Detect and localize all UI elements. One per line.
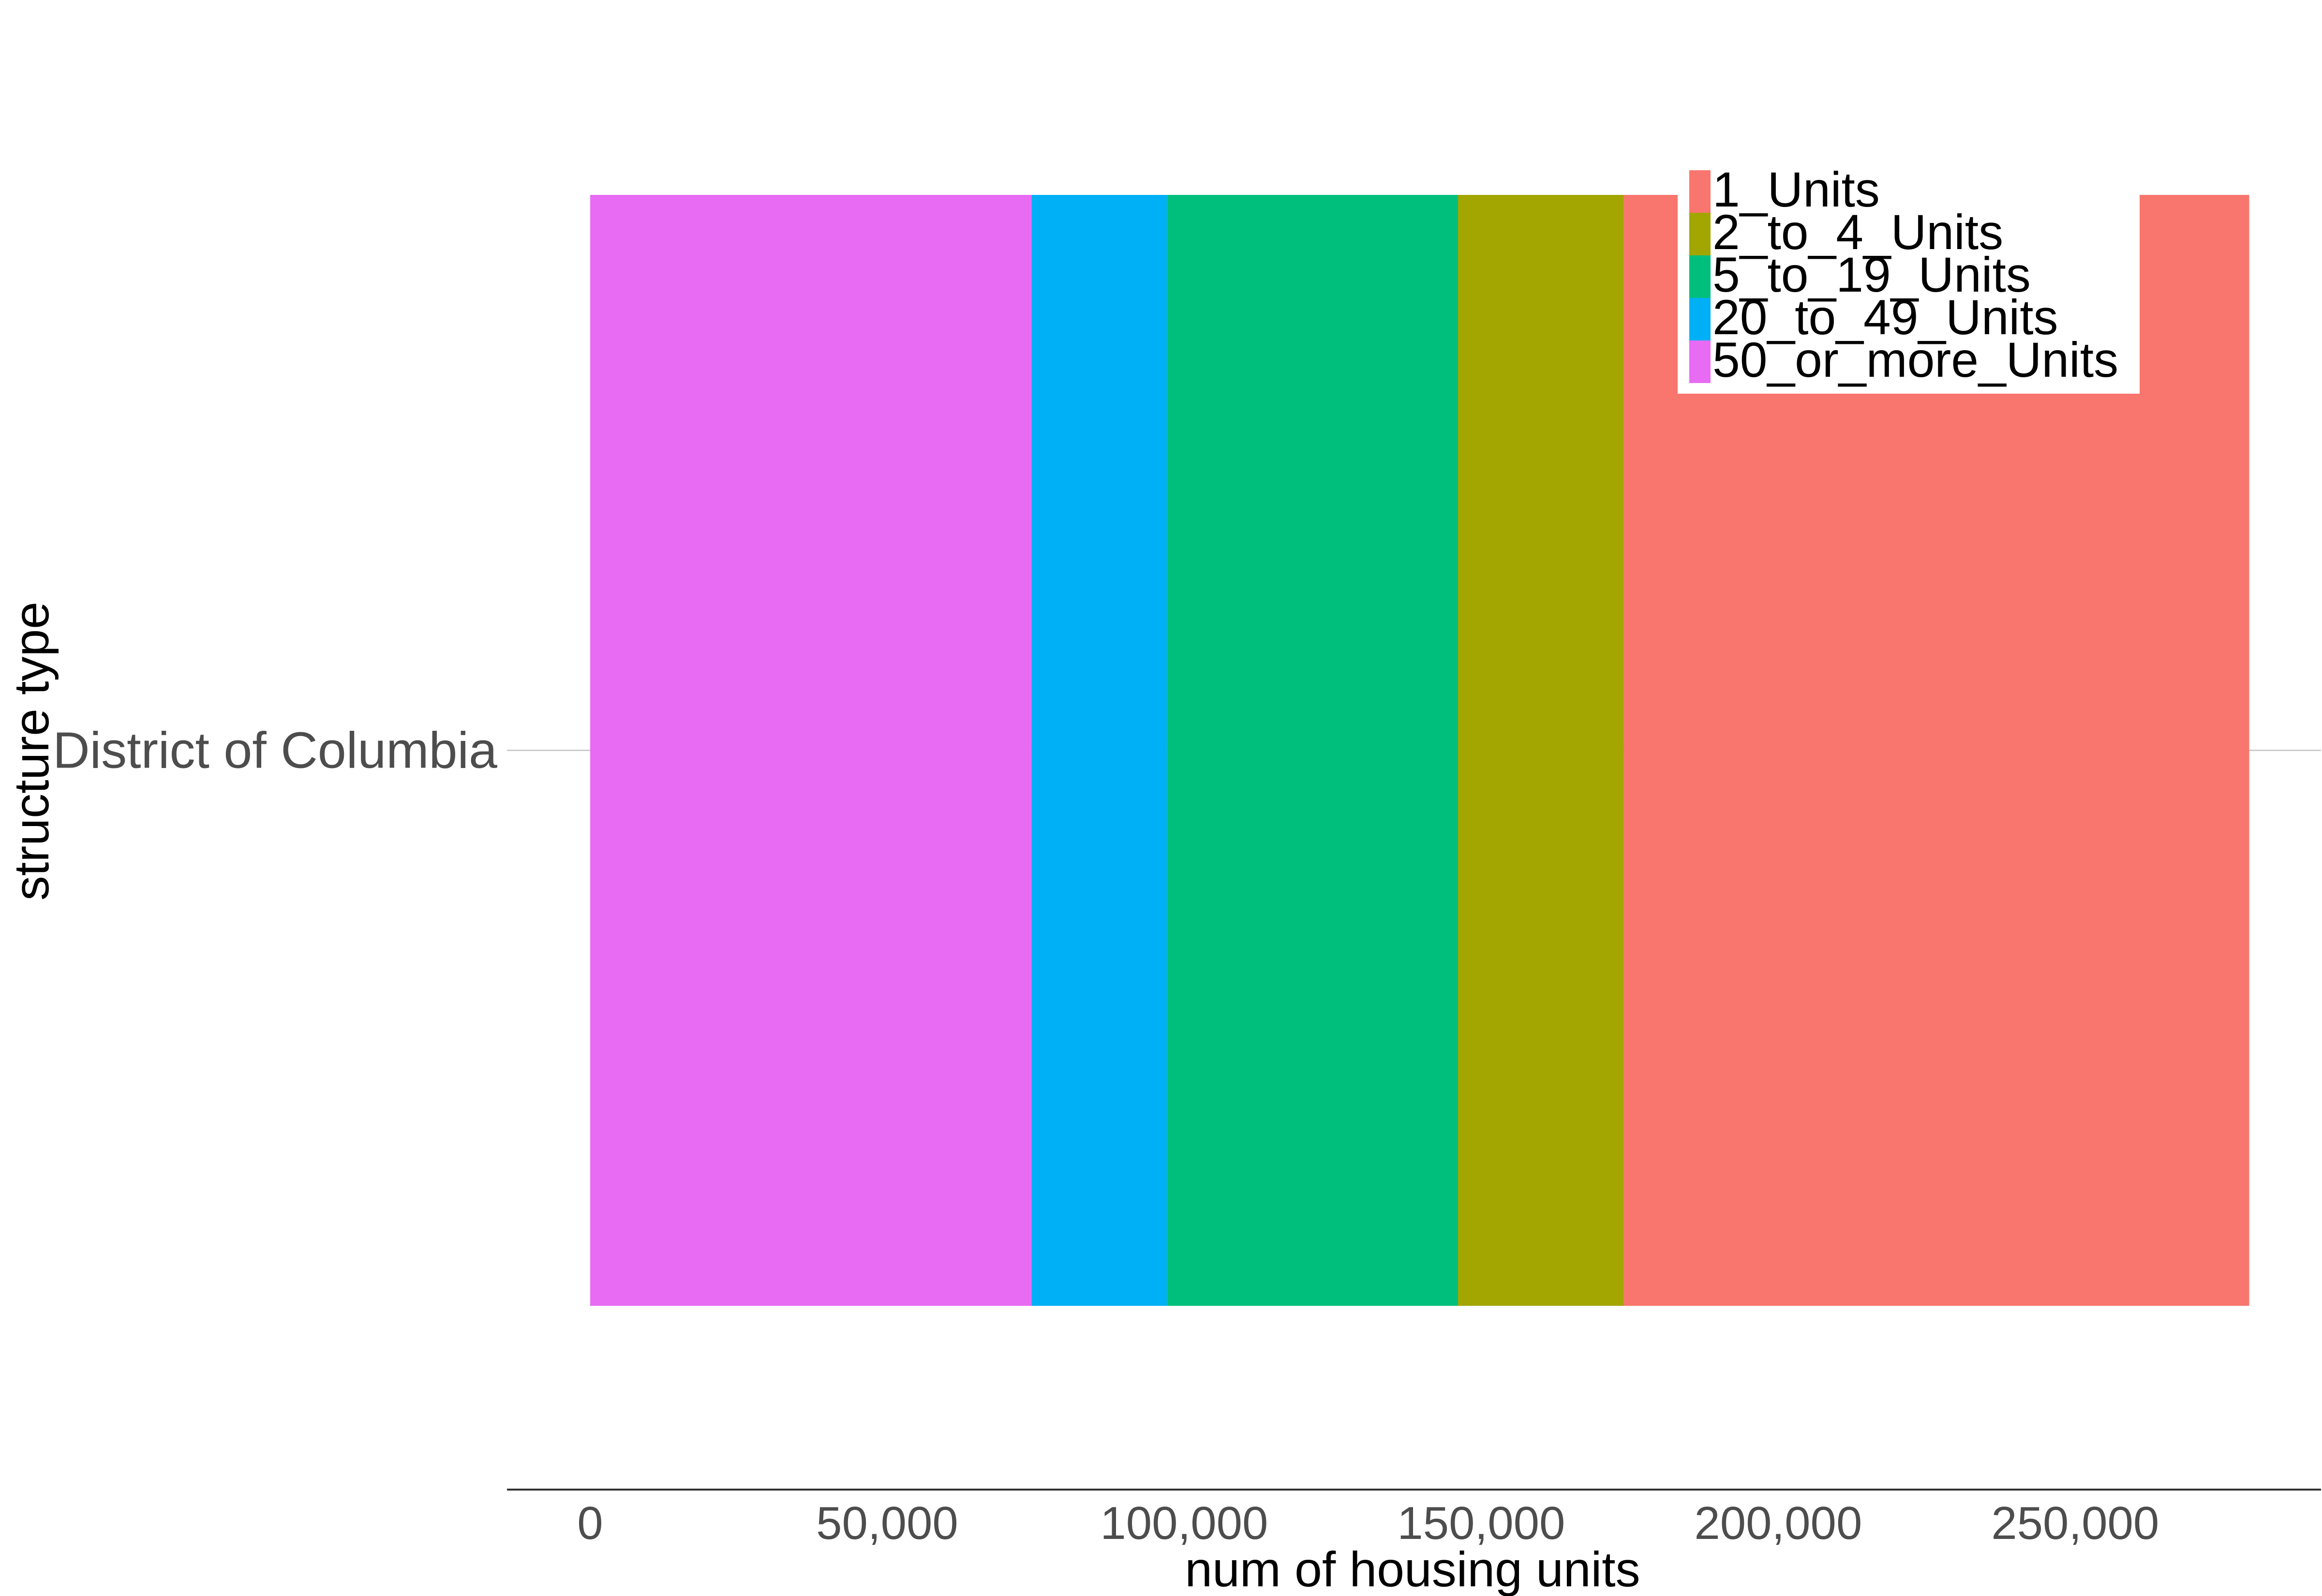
legend-label-1-units: 1_Units: [1712, 162, 1880, 217]
bar-segment-5-to-19-units: [1167, 195, 1458, 1306]
y-axis-title: structure type: [4, 602, 59, 901]
legend-key-20-to-49-units: [1689, 298, 1711, 340]
x-tick-label: 0: [577, 1497, 603, 1549]
legend-label-20-to-49-units: 20_to_49_Units: [1712, 290, 2058, 345]
legend-label-2-to-4-units: 2_to_4_Units: [1712, 205, 2003, 260]
legend-key-2-to-4-units: [1689, 213, 1711, 255]
bar-segment-2-to-4-units: [1458, 195, 1624, 1306]
legend-label-50-or-more-units: 50_or_more_Units: [1712, 332, 2118, 387]
bar-segment-20-to-49-units: [1031, 195, 1167, 1306]
x-tick-label: 50,000: [816, 1497, 958, 1549]
legend-key-50-or-more-units: [1689, 340, 1711, 383]
legend: 1_Units2_to_4_Units5_to_19_Units20_to_49…: [1678, 162, 2140, 394]
legend-label-5-to-19-units: 5_to_19_Units: [1712, 247, 2031, 302]
x-tick-label: 150,000: [1397, 1497, 1565, 1549]
legend-background: [1678, 163, 2140, 394]
axis-layer: District of Columbia 0 50,000 100,000 150,00…: [53, 722, 2321, 1549]
x-axis-title: num of housing units: [1185, 1542, 1640, 1596]
x-tick-label: 250,000: [1991, 1497, 2159, 1549]
x-tick-label: 200,000: [1694, 1497, 1862, 1549]
y-tick-label: District of Columbia: [53, 722, 497, 779]
bar-segment-50-or-more-units: [590, 195, 1032, 1306]
x-tick-label: 100,000: [1100, 1497, 1268, 1549]
legend-key-5-to-19-units: [1689, 255, 1711, 298]
legend-key-1-units: [1689, 170, 1711, 213]
